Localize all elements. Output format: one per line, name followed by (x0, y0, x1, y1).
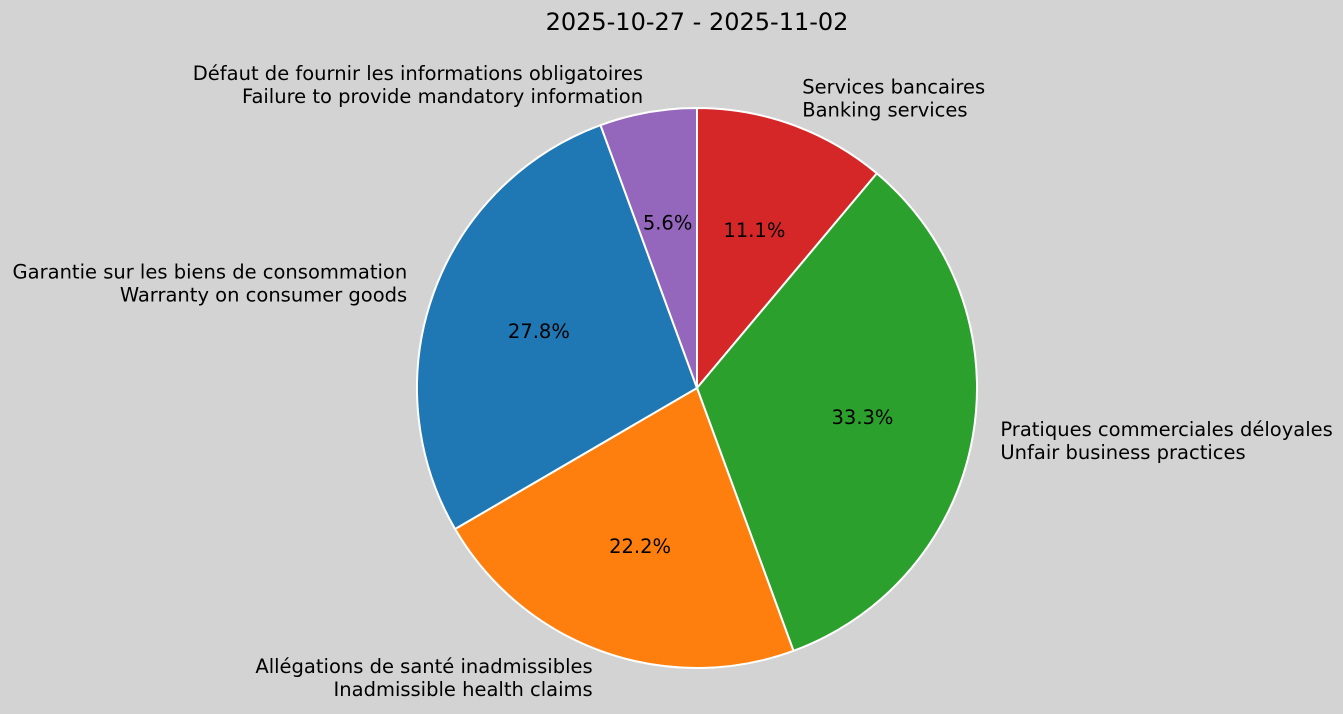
pie-slice-failure-to-provide-mandatory-information (599, 107, 698, 389)
pie-slice-unfair-business-practices (696, 172, 979, 652)
pie-label-banking-services: Services bancaires Banking services (802, 76, 985, 122)
pie-percent-warranty-on-consumer-goods: 27.8% (508, 320, 570, 343)
pie-label-inadmissible-health-claims: Allégations de santé inadmissibles Inadmi… (255, 655, 592, 701)
pie-label-unfair-business-practices: Pratiques commerciales déloyales Unfair b… (1000, 418, 1332, 464)
pie-percent-inadmissible-health-claims: 22.2% (609, 535, 671, 558)
pie-slice-banking-services (696, 107, 878, 389)
pie-percent-banking-services: 11.1% (723, 219, 785, 242)
pie-label-failure-to-provide-mandatory-information: Défaut de fournir les informations oblig… (193, 62, 643, 108)
chart-title: 2025-10-27 - 2025-11-02 (545, 8, 849, 36)
pie-slice-warranty-on-consumer-goods (416, 124, 698, 531)
pie-percent-unfair-business-practices: 33.3% (832, 406, 894, 429)
pie-percent-failure-to-provide-mandatory-information: 5.6% (643, 212, 693, 235)
pie-label-warranty-on-consumer-goods: Garantie sur les biens de consommation Wa… (13, 261, 408, 307)
pie-slice-inadmissible-health-claims (454, 387, 795, 669)
